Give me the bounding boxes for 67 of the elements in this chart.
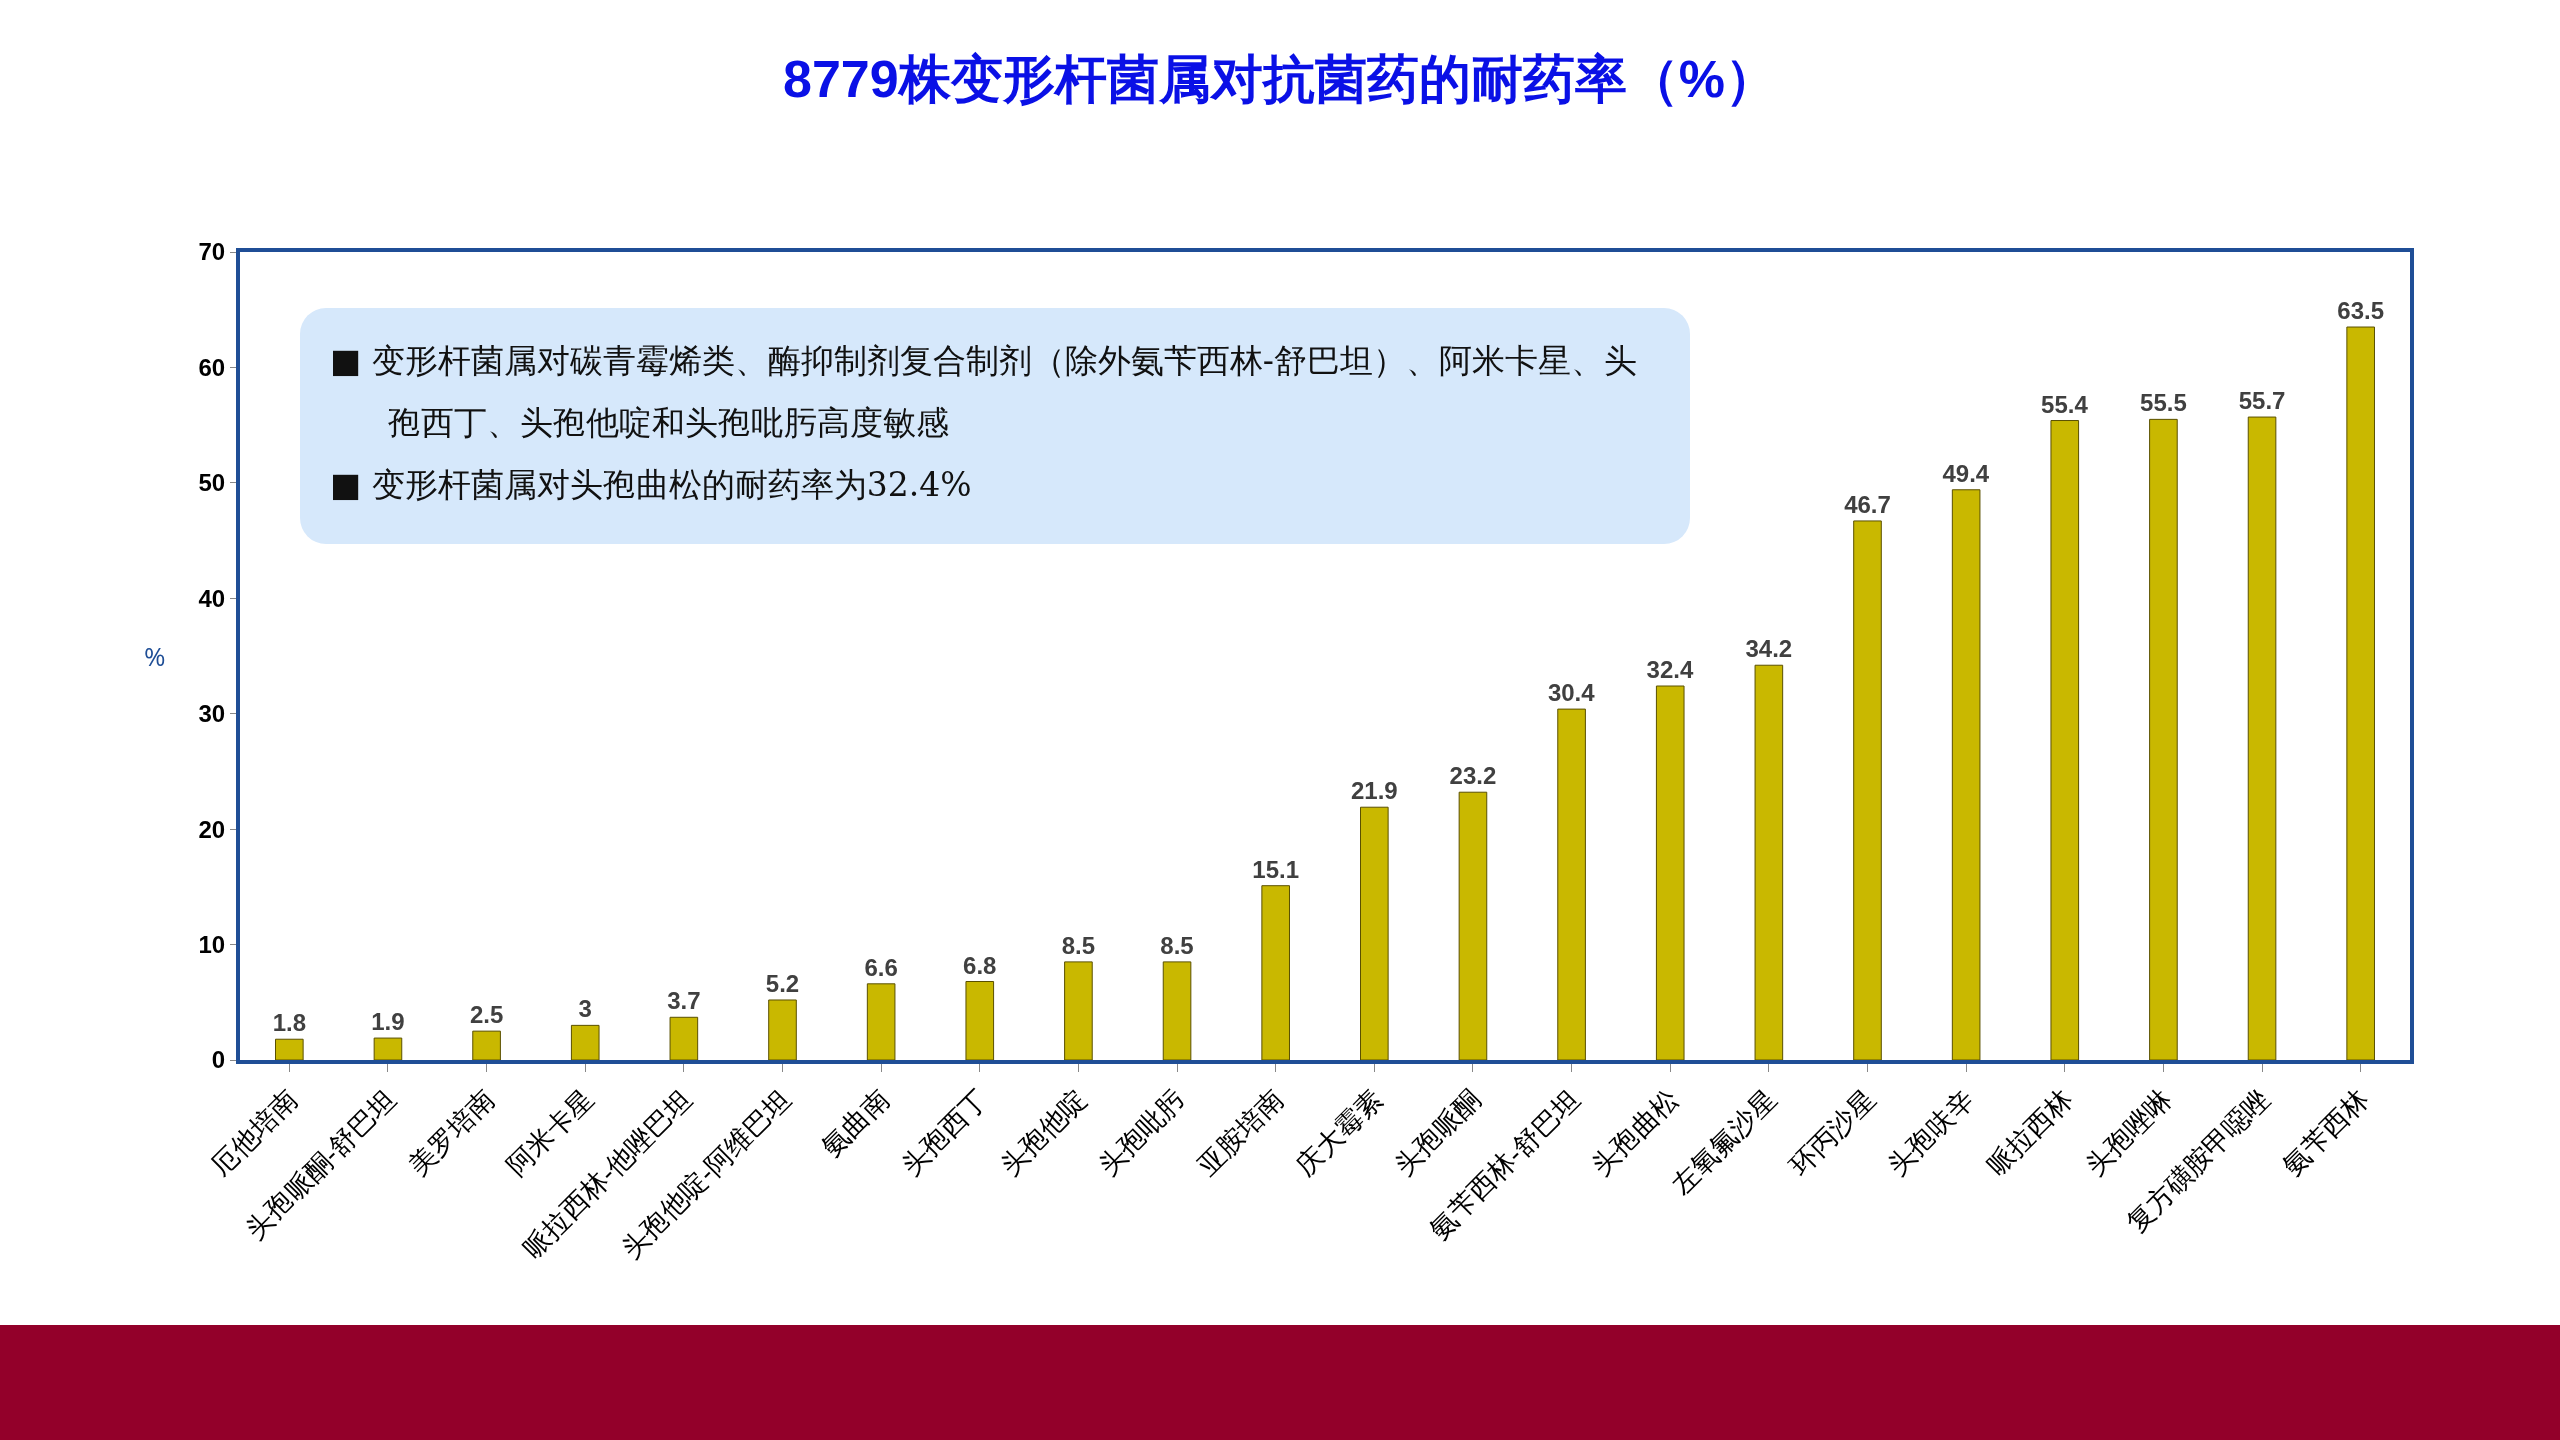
x-tick-label: 庆大霉素 bbox=[1289, 1082, 1389, 1182]
bar bbox=[2050, 420, 2080, 1060]
y-tick-label: 10 bbox=[198, 930, 226, 958]
bar bbox=[2149, 418, 2178, 1060]
data-label: 8.5 bbox=[1061, 931, 1096, 959]
x-tick-label: 氨苄西林 bbox=[2276, 1082, 2375, 1182]
data-label: 3 bbox=[578, 995, 592, 1023]
bar bbox=[1458, 791, 1488, 1060]
annotation: ■ 变形杆菌属对头孢曲松的耐药率为32.4% bbox=[330, 464, 973, 506]
x-tick-label: 氨曲南 bbox=[815, 1082, 895, 1162]
data-label: 46.7 bbox=[1844, 490, 1891, 518]
bar bbox=[373, 1037, 403, 1060]
bar bbox=[1162, 961, 1192, 1060]
y-axis-title: % bbox=[144, 638, 166, 674]
data-label: 2.5 bbox=[469, 1001, 504, 1029]
y-tick-label: 40 bbox=[198, 584, 226, 612]
x-tick-label: 环丙沙星 bbox=[1783, 1082, 1882, 1182]
data-label: 49.4 bbox=[1942, 459, 1990, 487]
data-label: 55.7 bbox=[2238, 387, 2286, 415]
data-label: 32.4 bbox=[1646, 656, 1694, 684]
data-label: 8.5 bbox=[1160, 931, 1194, 959]
data-label: 63.5 bbox=[2337, 297, 2385, 325]
bar bbox=[669, 1016, 699, 1060]
bar bbox=[1261, 885, 1290, 1060]
data-label: 1.9 bbox=[371, 1008, 405, 1036]
bar bbox=[275, 1038, 304, 1060]
data-label: 1.8 bbox=[272, 1009, 307, 1037]
bar bbox=[1853, 520, 1882, 1060]
bar bbox=[472, 1030, 501, 1060]
y-tick-label: 20 bbox=[198, 815, 226, 843]
y-tick-label: 70 bbox=[198, 238, 226, 266]
x-tick-label: 哌拉西林 bbox=[1980, 1082, 2079, 1182]
y-tick-label: 0 bbox=[211, 1046, 226, 1074]
data-label: 55.4 bbox=[2041, 390, 2089, 418]
data-label: 5.2 bbox=[765, 969, 800, 997]
data-label: 30.4 bbox=[1547, 679, 1596, 707]
y-tick-label: 50 bbox=[198, 469, 226, 497]
bar bbox=[2346, 326, 2375, 1060]
data-label: 21.9 bbox=[1350, 777, 1398, 805]
data-label: 6.6 bbox=[864, 953, 898, 981]
bar bbox=[2247, 416, 2277, 1060]
data-label: 15.1 bbox=[1252, 855, 1300, 883]
x-tick-label: 头孢他啶 bbox=[993, 1082, 1093, 1182]
bar bbox=[866, 983, 896, 1060]
data-label: 23.2 bbox=[1449, 762, 1497, 790]
data-label: 34.2 bbox=[1745, 635, 1793, 663]
bar bbox=[1655, 685, 1685, 1060]
bar bbox=[965, 981, 995, 1060]
annotation: ■ 变形杆菌属对碳青霉烯类、酶抑制剂复合制剂（除外氨苄西林-舒巴坦）、阿米卡星、头孢西丁、头孢他啶和头孢吡肟高度敏感 bbox=[330, 340, 1638, 444]
x-tick-label: 美罗培南 bbox=[402, 1082, 501, 1182]
x-tick-label: 头孢呋辛 bbox=[1881, 1082, 1980, 1182]
x-tick-label: 头孢吡肟 bbox=[1092, 1082, 1191, 1182]
y-tick-label: 30 bbox=[198, 700, 226, 728]
bar bbox=[768, 999, 797, 1060]
bar bbox=[570, 1024, 600, 1060]
bar bbox=[1557, 708, 1586, 1060]
y-tick-label: 60 bbox=[198, 353, 226, 381]
bar bbox=[1064, 961, 1093, 1060]
x-tick-label: 亚胺培南 bbox=[1191, 1082, 1290, 1182]
data-label: 3.7 bbox=[667, 987, 701, 1015]
chart-title: 8779株变形杆菌属对抗菌药的耐药率（%） bbox=[783, 50, 1777, 109]
x-tick-label: 头孢西丁 bbox=[895, 1082, 994, 1182]
bar bbox=[1360, 806, 1389, 1060]
data-label: 55.5 bbox=[2140, 389, 2187, 417]
bar bbox=[1754, 664, 1784, 1060]
data-label: 6.8 bbox=[963, 951, 997, 979]
bar bbox=[1951, 489, 1981, 1060]
